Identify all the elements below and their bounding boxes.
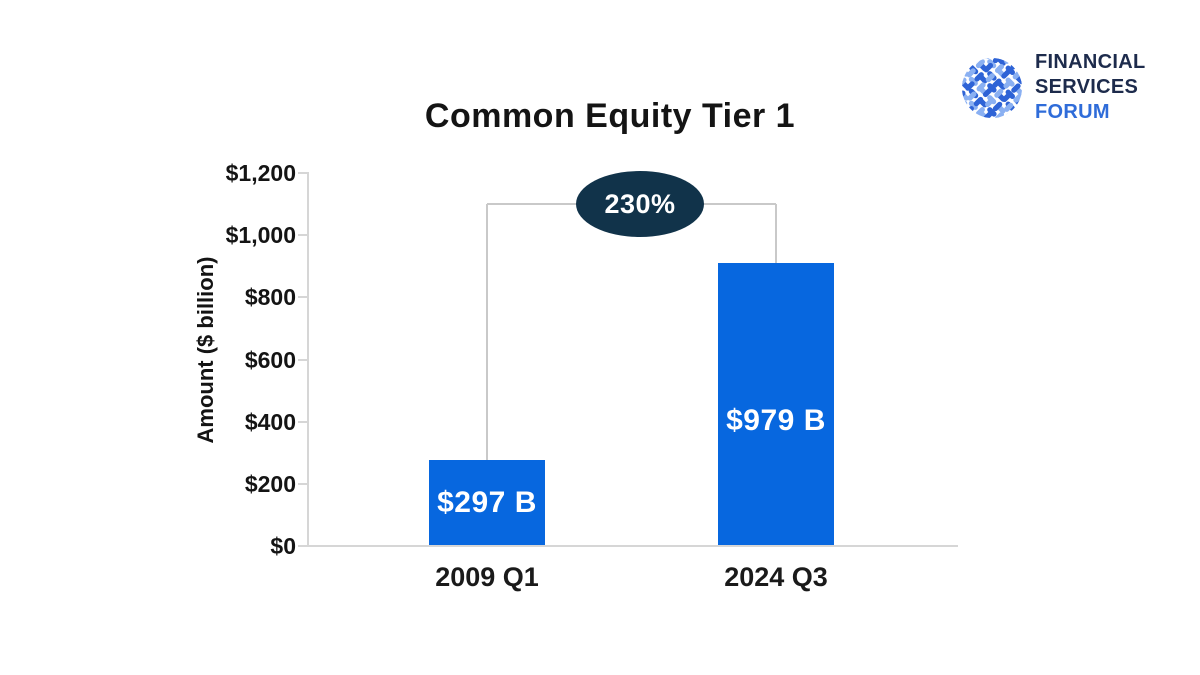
globe-icon	[962, 57, 1022, 118]
bracket-line-left	[486, 204, 488, 461]
y-tick-mark	[298, 358, 308, 361]
y-tick-mark	[298, 420, 308, 423]
y-tick-label: $200	[244, 470, 296, 497]
y-tick-label: $400	[244, 408, 296, 435]
logo-line-forum: FORUM	[1035, 101, 1110, 123]
bar-value-label: $297 B	[437, 485, 537, 519]
bar-2009-q1: $297 B	[429, 460, 545, 545]
bracket-line-right	[775, 204, 777, 263]
y-tick-label: $600	[244, 346, 296, 373]
logo-line-financial: FINANCIAL	[1035, 51, 1146, 73]
x-axis-line	[307, 545, 958, 547]
y-tick-label: $1,000	[225, 222, 296, 249]
logo-line-services: SERVICES	[1035, 76, 1139, 98]
financial-services-forum-logo: FINANCIAL SERVICES FORUM	[961, 50, 1145, 125]
y-tick-mark	[298, 234, 308, 237]
chart-title: Common Equity Tier 1	[424, 97, 796, 135]
percent-change-badge: 230%	[576, 171, 704, 238]
y-tick-mark	[298, 172, 308, 174]
bar-value-label: $979 B	[726, 403, 826, 437]
y-tick-mark	[298, 545, 308, 547]
percent-change-value: 230%	[604, 188, 676, 219]
bar-2024-q3: $979 B	[718, 262, 834, 545]
y-tick-label: $1,200	[225, 160, 296, 186]
y-tick-mark	[298, 482, 308, 485]
y-axis-line	[307, 172, 309, 547]
x-category-label: 2009 Q1	[435, 562, 539, 592]
y-tick-mark	[298, 296, 308, 299]
logo-wordmark: FINANCIAL SERVICES FORUM	[1035, 50, 1145, 125]
y-tick-label: $0	[270, 533, 296, 559]
x-category-label: 2024 Q3	[724, 562, 828, 592]
y-tick-label: $800	[244, 284, 296, 311]
